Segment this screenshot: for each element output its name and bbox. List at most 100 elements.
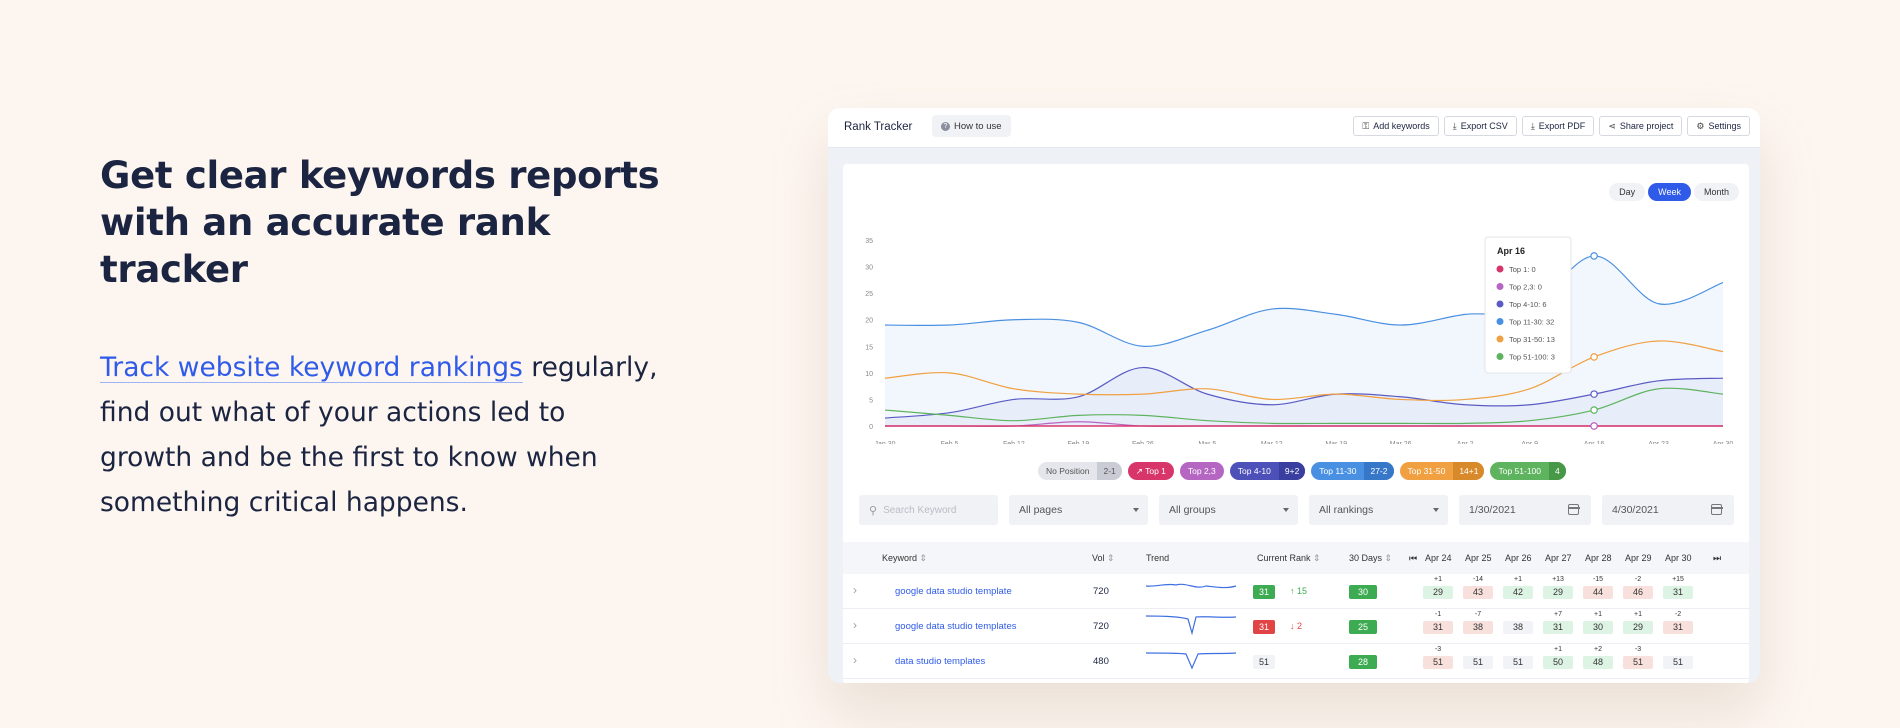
- search-input[interactable]: ⚲ Search Keyword: [859, 495, 998, 525]
- first-page-icon[interactable]: ⏮: [1409, 553, 1418, 563]
- th-30-days[interactable]: 30 Days ⇕: [1349, 553, 1392, 564]
- share-project-button[interactable]: ⋖ Share project: [1599, 116, 1683, 136]
- th-apr-26: Apr 26: [1505, 553, 1532, 563]
- series-point: [1590, 406, 1598, 414]
- settings-label: Settings: [1708, 121, 1741, 131]
- keyword-link[interactable]: google data studio template: [895, 586, 1012, 597]
- expand-chevron-icon[interactable]: ›: [853, 583, 857, 597]
- legend-pill[interactable]: Top 51-100 4: [1490, 462, 1566, 480]
- rankings-select[interactable]: All rankings: [1309, 495, 1448, 525]
- download-icon: ⤓: [1530, 120, 1535, 131]
- legend-pill[interactable]: Top 31-50 14+1: [1399, 462, 1485, 480]
- day-rank-cell: 30: [1583, 621, 1613, 634]
- x-tick-label: Mar 19: [1325, 441, 1347, 444]
- x-tick-label: Feb 5: [941, 441, 959, 444]
- day-delta: +13: [1552, 576, 1564, 583]
- th-vol-label: Vol: [1092, 553, 1105, 563]
- y-tick-label: 25: [865, 291, 873, 298]
- rank-tracker-panel: Rank Tracker ? How to use ⚿ Add keywords …: [828, 108, 1760, 683]
- day-rank-cell: 42: [1503, 586, 1533, 599]
- report-card: 0 5 10 15 20 25 30 35 Jan 30 Feb 5 Feb 12 Feb 19 Feb…: [843, 164, 1749, 683]
- th-trend: Trend: [1146, 553, 1170, 563]
- period-month[interactable]: Month: [1693, 183, 1739, 201]
- legend-pill[interactable]: ↗ Top 1: [1127, 462, 1174, 480]
- y-tick-label: 30: [865, 265, 873, 272]
- day-delta: -3: [1634, 646, 1642, 653]
- tooltip-dot: [1496, 265, 1504, 273]
- last-page-icon[interactable]: ⏭: [1713, 553, 1722, 563]
- keyword-link[interactable]: google data studio templates: [895, 621, 1017, 632]
- table-row[interactable]: › data studio templates 480 51 28 -3 51 51 51 +1 5…: [843, 644, 1749, 679]
- x-tick-label: Apr 9: [1521, 441, 1538, 444]
- groups-select[interactable]: All groups: [1159, 495, 1298, 525]
- day-rank-cell: 51: [1503, 656, 1533, 669]
- tooltip-title: Apr 16: [1497, 246, 1525, 256]
- x-tick-label: Mar 12: [1261, 441, 1283, 444]
- share-project-label: Share project: [1619, 121, 1674, 131]
- date-to-input[interactable]: 4/30/2021: [1602, 495, 1734, 525]
- export-pdf-label: Export PDF: [1538, 121, 1586, 131]
- x-tick-label: Feb 26: [1132, 441, 1154, 444]
- app-toolbar: Rank Tracker ? How to use ⚿ Add keywords …: [828, 108, 1760, 148]
- x-tick-label: Apr 30: [1713, 441, 1734, 444]
- days30-badge: 30: [1349, 585, 1378, 599]
- series-point: [1590, 422, 1598, 430]
- day-rank-cell: 51: [1463, 656, 1493, 669]
- download-icon: ⤓: [1452, 120, 1457, 131]
- tooltip-dot: [1496, 300, 1504, 308]
- how-to-use-label: How to use: [954, 120, 1002, 132]
- arrow-down-icon: ↓: [1290, 621, 1295, 631]
- day-delta: +1: [1514, 576, 1522, 583]
- day-rank-cell: 31: [1663, 586, 1693, 599]
- legend-pill[interactable]: No Position 2-1: [1038, 462, 1122, 480]
- x-tick-label: Feb 19: [1067, 441, 1089, 444]
- pages-select[interactable]: All pages: [1009, 495, 1148, 525]
- days30-badge: 28: [1349, 655, 1378, 669]
- current-rank-badge: 31: [1253, 585, 1276, 599]
- keyword-link[interactable]: data studio templates: [895, 656, 986, 667]
- hero-link[interactable]: Track website keyword rankings: [100, 352, 523, 383]
- caret-down-icon: [1283, 508, 1289, 512]
- period-switch: Day Week Month: [1609, 183, 1739, 201]
- period-week[interactable]: Week: [1648, 183, 1691, 201]
- period-day[interactable]: Day: [1609, 183, 1646, 201]
- tooltip-dot: [1496, 283, 1504, 290]
- y-tick-label: 15: [865, 344, 873, 351]
- x-tick-label: Jan 30: [874, 441, 895, 444]
- settings-button[interactable]: ⚙ Settings: [1687, 116, 1750, 136]
- day-delta: +1: [1634, 611, 1642, 618]
- th-vol[interactable]: Vol ⇕: [1092, 553, 1115, 564]
- table-row[interactable]: › google data studio templates 720 31 ↓ 2 25 -…: [843, 609, 1749, 644]
- calendar-icon: [1710, 504, 1723, 515]
- expand-chevron-icon[interactable]: ›: [853, 618, 857, 632]
- export-pdf-button[interactable]: ⤓ Export PDF: [1521, 116, 1595, 136]
- series-line: [884, 366, 1724, 419]
- th-keyword[interactable]: Keyword ⇕: [882, 553, 927, 564]
- expand-chevron-icon[interactable]: ›: [853, 653, 857, 667]
- trend-sparkline: [1146, 652, 1237, 670]
- date-from-input[interactable]: 1/30/2021: [1459, 495, 1591, 525]
- th-apr-25: Apr 25: [1465, 553, 1492, 563]
- series-line: [884, 340, 1724, 402]
- x-tick-label: Apr 16: [1584, 441, 1605, 444]
- legend-pill[interactable]: Top 4-10 9+2: [1229, 462, 1306, 480]
- th-apr-24: Apr 24: [1425, 553, 1452, 563]
- rank-change: ↓ 2: [1290, 621, 1302, 631]
- table-row[interactable]: › google data studio template 720 31 ↑ 15 30 +…: [843, 574, 1749, 609]
- legend-count: 2-1: [1097, 462, 1122, 480]
- legend-pill[interactable]: Top 11-30 27-2: [1311, 462, 1394, 480]
- th-apr-27: Apr 27: [1545, 553, 1572, 563]
- how-to-use-button[interactable]: ? How to use: [932, 115, 1011, 137]
- day-delta: +15: [1672, 576, 1684, 583]
- th-30-days-label: 30 Days: [1349, 553, 1383, 563]
- export-csv-button[interactable]: ⤓ Export CSV: [1443, 116, 1517, 136]
- legend-pill[interactable]: Top 2,3: [1179, 462, 1224, 480]
- search-icon: ⚲: [869, 504, 878, 517]
- series-point: [1590, 390, 1598, 398]
- th-apr-28: Apr 28: [1585, 553, 1612, 563]
- add-keywords-button[interactable]: ⚿ Add keywords: [1353, 116, 1439, 136]
- trend-sparkline: [1146, 615, 1237, 636]
- th-current-rank[interactable]: Current Rank ⇕: [1257, 553, 1321, 564]
- filter-bar: ⚲ Search Keyword All pages All groups All…: [859, 495, 1734, 525]
- rank-change-value: 15: [1297, 586, 1308, 596]
